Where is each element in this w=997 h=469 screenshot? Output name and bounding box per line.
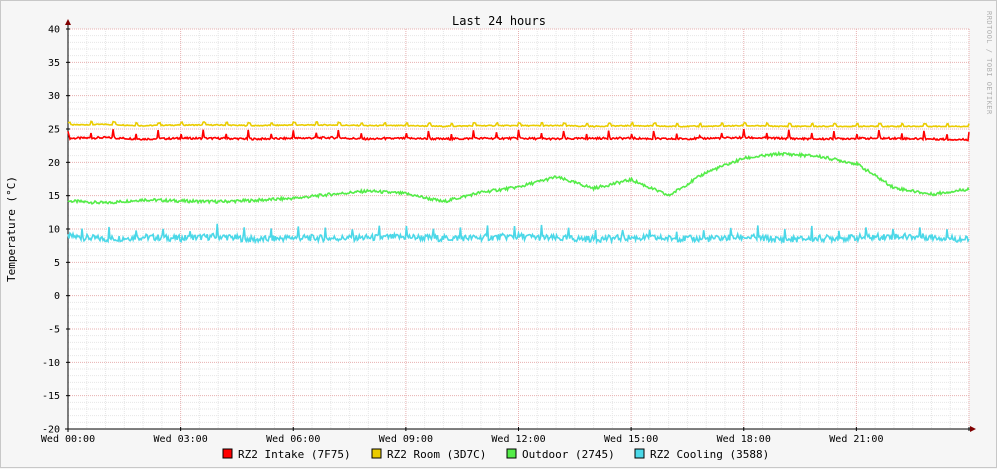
x-tick-label: Wed 00:00 (41, 434, 95, 445)
x-tick-label: Wed 18:00 (717, 434, 771, 445)
legend-swatch (634, 448, 645, 459)
x-tick-label: Wed 06:00 (266, 434, 320, 445)
series-line-0 (67, 128, 970, 142)
y-tick-label: -15 (42, 391, 60, 402)
x-tick-label: Wed 09:00 (379, 434, 433, 445)
legend-swatch (222, 448, 233, 459)
legend-swatch (371, 448, 382, 459)
series-line-2 (67, 150, 970, 205)
axes (65, 19, 976, 432)
x-tick-label: Wed 12:00 (491, 434, 545, 445)
x-tick-label: Wed 21:00 (829, 434, 883, 445)
watermark: RRDTOOL / TOBI OETIKER (985, 11, 993, 115)
y-tick-label: -20 (42, 425, 60, 436)
y-axis-arrow (65, 19, 71, 25)
series-line-3 (67, 223, 970, 245)
y-tick-label: 35 (48, 58, 60, 69)
y-tick-label: 25 (48, 125, 60, 136)
y-tick-label: 30 (48, 91, 60, 102)
x-tick-label: Wed 03:00 (154, 434, 208, 445)
y-tick-label: -5 (48, 325, 60, 336)
y-tick-label: 10 (48, 225, 60, 236)
legend-label: RZ2 Room (3D7C) (387, 448, 486, 461)
y-tick-label: 15 (48, 191, 60, 202)
y-tick-label: 40 (48, 25, 60, 36)
y-tick-label: 5 (54, 258, 60, 269)
series-line-1 (67, 120, 970, 129)
x-axis-arrow (970, 426, 976, 432)
y-axis-label: Temperature (°C) (5, 176, 18, 282)
legend-label: RZ2 Intake (7F75) (238, 448, 351, 461)
chart-title: Last 24 hours (452, 14, 546, 28)
grid (67, 28, 970, 430)
series-lines (67, 120, 970, 245)
x-tick-labels: Wed 00:00 Wed 03:00 Wed 06:00 Wed 09:00 Wed … (41, 434, 884, 445)
legend-label: Outdoor (2745) (522, 448, 615, 461)
y-tick-label: -10 (42, 358, 60, 369)
legend: RZ2 Intake (7F75) RZ2 Room (3D7C) Outdoor … (222, 448, 769, 461)
x-tick-label: Wed 15:00 (604, 434, 658, 445)
legend-swatch (506, 448, 517, 459)
legend-label: RZ2 Cooling (3588) (650, 448, 769, 461)
y-tick-label: 0 (54, 291, 60, 302)
y-tick-label: 20 (48, 158, 60, 169)
y-tick-labels: 40 35 30 25 20 15 10 5 0 -5 -10 -15 -20 (42, 25, 60, 436)
